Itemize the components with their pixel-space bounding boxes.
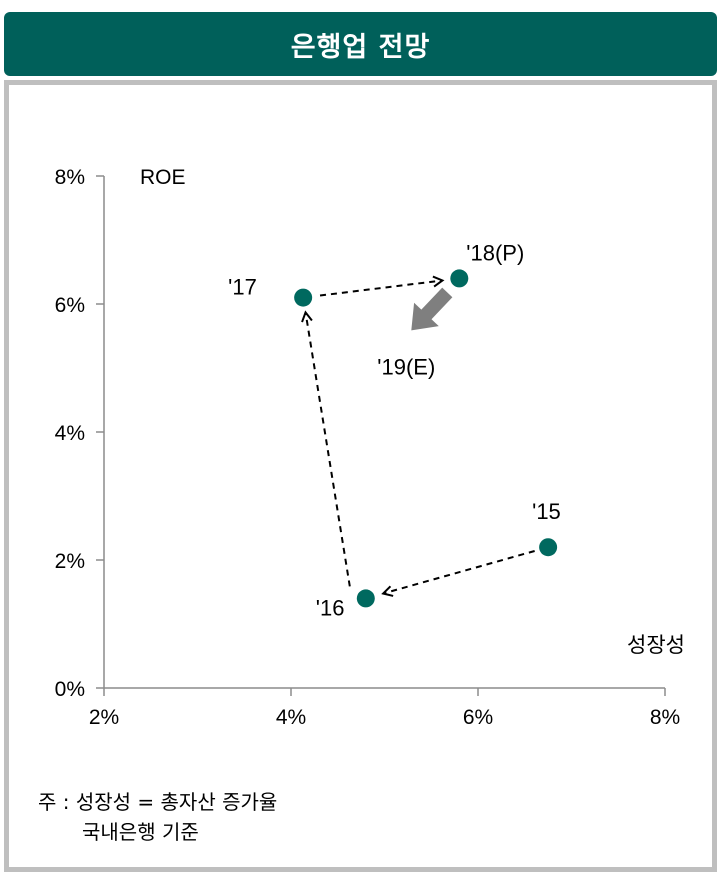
data-point [294, 288, 313, 307]
forecast-arrow [411, 287, 453, 331]
connector-17-to-18 [319, 280, 442, 297]
y-tick-label: 0% [55, 678, 85, 701]
x-axis-label: 성장성 [627, 634, 685, 657]
x-tick-label: 2% [89, 706, 119, 729]
point-label-17: '17 [228, 275, 257, 300]
chart-frame [4, 80, 717, 872]
y-tick-label: 2% [55, 550, 85, 573]
connector-16-to-17 [306, 312, 351, 587]
title-bar: 은행업 전망 [4, 12, 717, 76]
connector-15-to-16 [383, 550, 535, 594]
data-point [356, 589, 375, 608]
x-tick-label: 6% [463, 706, 493, 729]
forecast-label: '19(E) [377, 354, 435, 379]
point-label-18: '18(P) [466, 240, 524, 265]
data-point [450, 269, 469, 288]
x-tick-label: 8% [650, 706, 680, 729]
y-tick-label: 4% [55, 422, 85, 445]
point-label-15: '15 [532, 499, 561, 524]
point-label-16: '16 [316, 595, 345, 620]
y-tick-label: 6% [55, 294, 85, 317]
chart-title: 은행업 전망 [290, 31, 431, 63]
x-tick-label: 4% [276, 706, 306, 729]
data-point [539, 538, 558, 557]
footnote-line-2: 국내은행 기준 [82, 820, 199, 844]
y-tick-label: 8% [55, 166, 85, 189]
y-axis-label: ROE [140, 166, 186, 189]
footnote-line-1: 주 : 성장성 = 총자산 증가율 [38, 790, 278, 814]
